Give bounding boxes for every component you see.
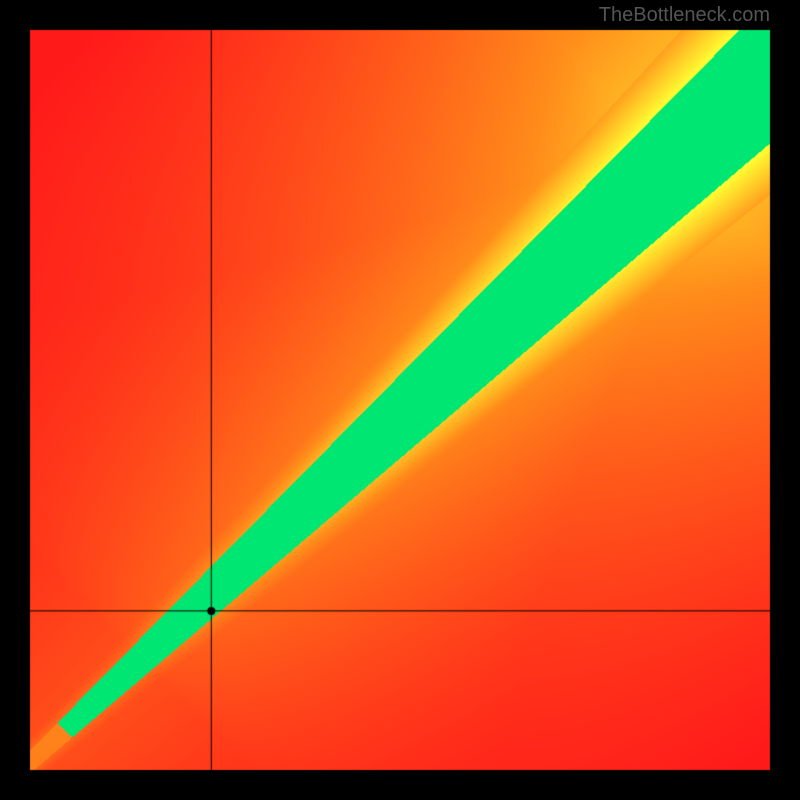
bottleneck-heatmap-chart (0, 0, 800, 800)
attribution-text: TheBottleneck.com (599, 4, 770, 27)
